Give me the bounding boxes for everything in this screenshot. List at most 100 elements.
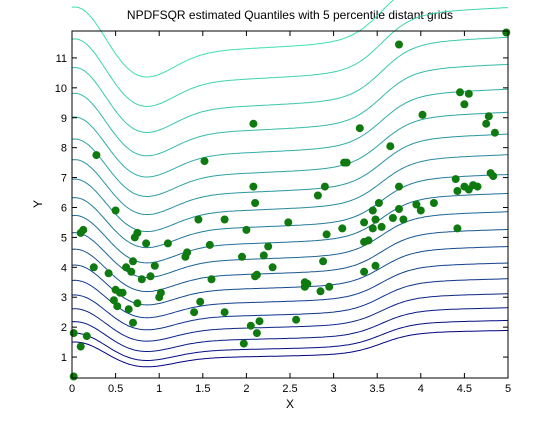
scatter-point (464, 89, 473, 98)
scatter-point (249, 182, 258, 191)
scatter-point (69, 329, 78, 338)
scatter-point (220, 308, 229, 317)
scatter-point (252, 270, 261, 279)
scatter-point (429, 199, 438, 207)
scatter-point (79, 225, 88, 234)
scatter-point (490, 128, 499, 137)
scatter-point (482, 119, 491, 128)
scatter-point (399, 215, 408, 224)
scatter-point (69, 372, 78, 381)
scatter-point (342, 158, 351, 167)
x-tick-label: 0 (69, 383, 75, 395)
scatter-point (104, 269, 113, 278)
scatter-point (190, 308, 199, 317)
scatter-point (252, 329, 261, 338)
quantile-contour-line (71, 36, 509, 134)
scatter-point (386, 142, 395, 151)
scatter-point (364, 236, 373, 245)
x-tick-label: 4.5 (457, 383, 472, 395)
scatter-point (249, 119, 258, 128)
scatter-point (395, 205, 403, 213)
y-tick-label: 9 (61, 113, 67, 125)
y-tick-label: 1 (61, 352, 67, 364)
scatter-point (416, 206, 425, 215)
scatter-point (489, 172, 498, 181)
scatter-point (368, 206, 377, 215)
quantile-contour-line (71, 293, 508, 342)
scatter-point (122, 263, 131, 272)
scatter-point (371, 215, 380, 224)
x-axis-label: X (286, 397, 294, 411)
y-axis-ticks: 1 2 3 4 5 6 7 8 9 10 11 (55, 53, 508, 364)
scatter-point (133, 228, 142, 237)
scatter-point (395, 40, 403, 49)
quantile-contour-line (71, 63, 509, 157)
y-tick-label: 3 (61, 292, 67, 304)
y-tick-label: 10 (55, 83, 67, 95)
scatter-point (194, 215, 203, 224)
scatter-point (124, 305, 133, 314)
x-tick-label: 1 (156, 383, 162, 395)
scatter-point (395, 182, 403, 191)
y-tick-label: 4 (61, 262, 67, 274)
quantile-contour-line (71, 246, 509, 306)
scatter-point (451, 175, 460, 184)
scatter-point (264, 242, 273, 251)
x-tick-label: 2.5 (282, 383, 297, 395)
scatter-point (303, 279, 312, 288)
scatter-point (360, 267, 369, 276)
quantile-contour-line (71, 307, 508, 352)
scatter-point (220, 215, 229, 224)
scatter-point (200, 157, 209, 166)
x-tick-label: 0.5 (108, 383, 123, 395)
y-tick-label: 2 (61, 322, 67, 334)
axes-box (71, 30, 509, 379)
scatter-point (484, 112, 493, 121)
scatter-point (255, 317, 264, 326)
y-tick-label: 8 (61, 143, 67, 155)
quantile-contour-line (71, 329, 509, 368)
scatter-point (163, 239, 172, 248)
scatter-point (320, 182, 329, 191)
data-points (69, 28, 511, 381)
scatter-point (92, 151, 101, 160)
scatter-point (388, 214, 397, 222)
x-axis-ticks: 0 0.5 1 1.5 2 2.5 3 3.5 4 4.5 5 (69, 31, 511, 395)
scatter-point (76, 342, 85, 351)
x-tick-label: 1.5 (195, 383, 210, 395)
quantile-contour-line (71, 262, 509, 319)
scatter-point (133, 299, 142, 308)
scatter-point (418, 110, 427, 119)
scatter-point (453, 187, 462, 195)
quantile-contour-line (71, 7, 509, 107)
scatter-point (374, 199, 383, 207)
scatter-point (325, 282, 334, 291)
quantile-contour-line (71, 278, 508, 331)
y-tick-label: 11 (56, 53, 67, 65)
scatter-point (207, 275, 216, 284)
quantile-contour-line (71, 193, 508, 264)
x-tick-label: 5 (505, 383, 511, 395)
scatter-point (322, 230, 331, 239)
scatter-point (129, 257, 137, 266)
scatter-point (129, 318, 137, 327)
scatter-point (368, 224, 377, 233)
scatter-point (251, 199, 260, 207)
y-tick-label: 6 (61, 202, 67, 214)
scatter-point (284, 218, 293, 227)
x-tick-label: 2 (243, 383, 249, 395)
quantile-contour-line (71, 154, 509, 232)
scatter-point (259, 251, 268, 260)
scatter-point (371, 261, 380, 270)
scatter-point (338, 224, 347, 233)
scatter-point (502, 28, 511, 37)
scatter-point (238, 252, 246, 261)
scatter-point (196, 297, 205, 306)
scatter-point (473, 182, 482, 191)
scatter-point (113, 302, 122, 311)
scatter-point (316, 287, 325, 296)
scatter-point (453, 224, 462, 233)
y-tick-label: 7 (61, 173, 67, 185)
scatter-point (456, 88, 464, 97)
